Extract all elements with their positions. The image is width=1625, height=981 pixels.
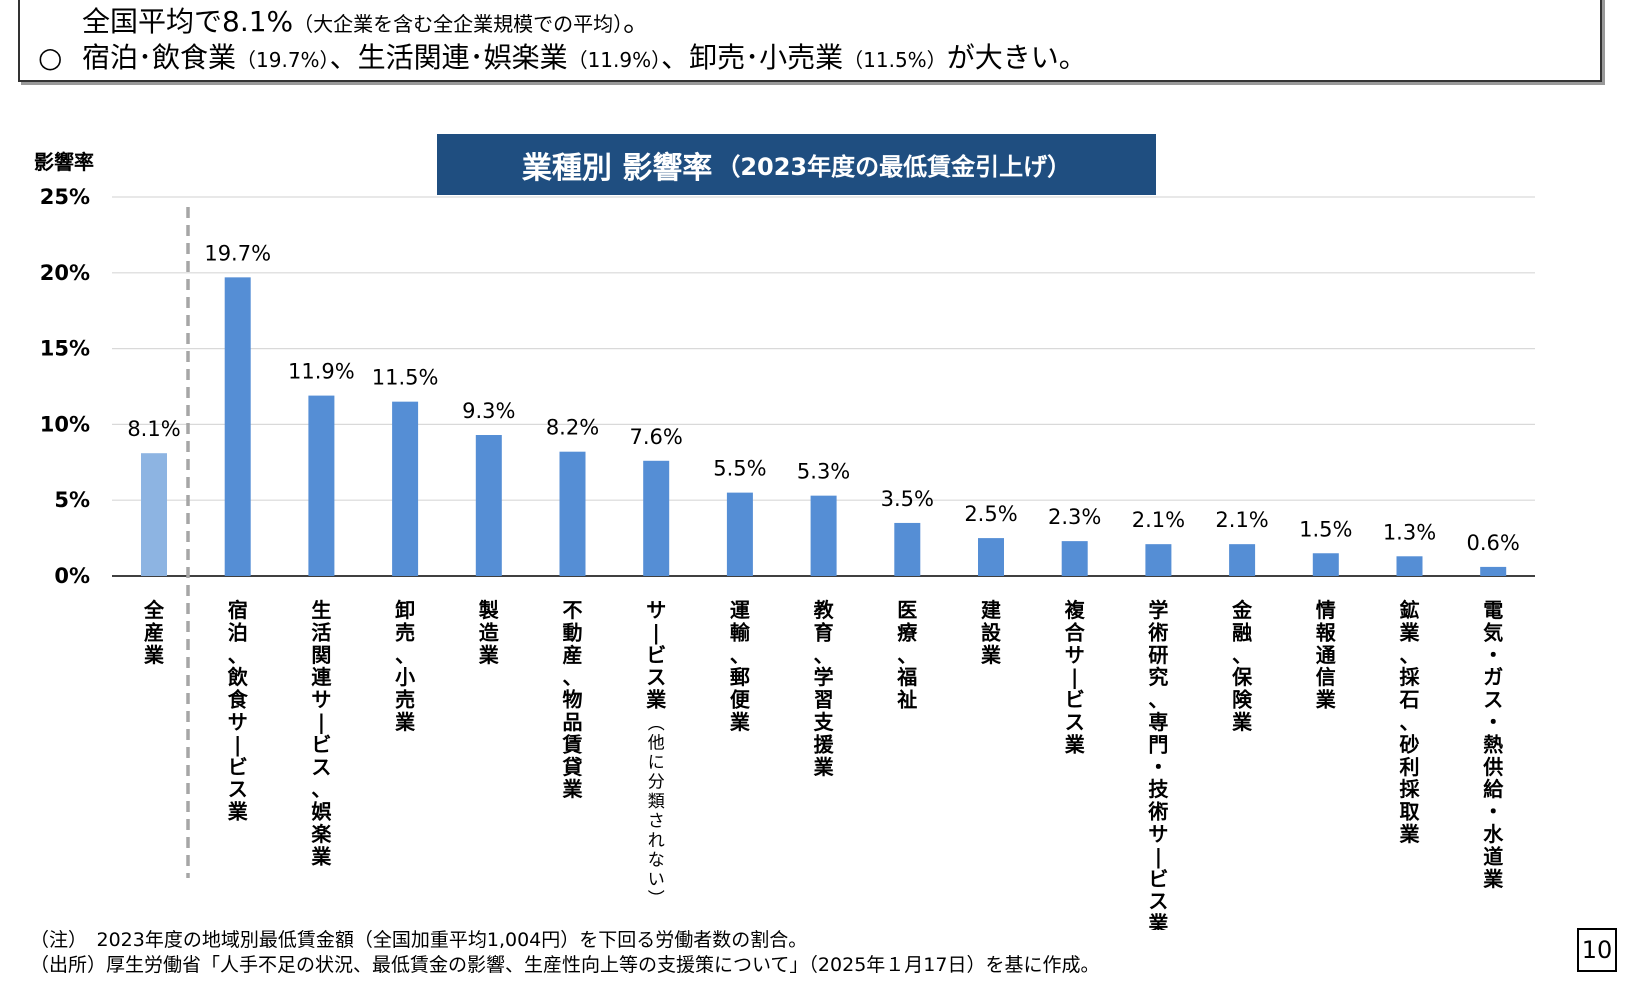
- data-label: 1.5%: [1299, 517, 1352, 541]
- bar: [810, 495, 837, 576]
- x-tick-label: 製造業: [479, 598, 500, 667]
- bar: [224, 277, 251, 576]
- summary-line-2: ○ 宿泊･飲食業（19.7%）、生活関連･娯楽業（11.9%）、卸売･小売業（11…: [38, 36, 1087, 76]
- data-label: 3.5%: [881, 487, 934, 511]
- x-tick-label: 宿泊、飲食サ|ビス業: [227, 598, 249, 824]
- bar: [1480, 566, 1507, 576]
- summary-box: 全国平均で8.1%（大企業を含む全企業規模での平均）。 ○ 宿泊･飲食業（19.7…: [18, 0, 1602, 82]
- data-label: 11.9%: [288, 360, 355, 384]
- chart-subtitle: （2023年度の最低賃金引上げ）: [716, 153, 1072, 181]
- source-line: （出所）厚生労働省「人手不足の状況、最低賃金の影響、生産性向上等の支援策について…: [30, 954, 1100, 976]
- summary-national-average: 全国平均で8.1%: [82, 5, 294, 38]
- summary-item-b-value: （11.9%）: [567, 48, 662, 72]
- data-label: 2.1%: [1215, 508, 1268, 532]
- bullet-circle-icon: ○: [38, 41, 63, 74]
- bar: [978, 538, 1004, 576]
- y-axis-label: 影響率: [34, 150, 94, 174]
- data-label: 8.2%: [546, 416, 599, 440]
- x-tick-label: 学術研究、専門・技術サ|ビス業: [1147, 598, 1169, 930]
- bar: [141, 453, 167, 576]
- y-tick-label: 20%: [40, 261, 90, 285]
- x-tick-label: 不動産、物品賃貸業: [562, 598, 584, 801]
- summary-average-note: （大企業を含む全企業規模での平均）: [293, 12, 624, 36]
- note-line: （注） 2023年度の地域別最低賃金額（全国加重平均1,004円）を下回る労働者…: [30, 929, 808, 951]
- x-tick-label: 教育、学習支援業: [814, 598, 835, 779]
- data-label: 2.5%: [964, 502, 1017, 526]
- x-tick-label: 鉱業、採石、砂利採取業: [1399, 598, 1421, 846]
- bar: [1145, 544, 1172, 576]
- chart-title: 業種別 影響率 （2023年度の最低賃金引上げ）: [437, 134, 1156, 195]
- bar: [1312, 553, 1339, 576]
- y-tick-label: 25%: [40, 185, 90, 209]
- bar-chart: 0% 5% 10% 15% 20% 25% 8.1% 全産業 19.7% 宿泊、飲食サ|ビス業 11…: [40, 185, 1535, 930]
- y-tick-label: 10%: [40, 412, 90, 436]
- bar: [1396, 556, 1423, 576]
- bar: [308, 395, 335, 576]
- y-tick-label: 15%: [40, 337, 90, 361]
- summary-item-b: 、生活関連･娯楽業: [329, 41, 568, 74]
- x-tick-label: 運輸、郵便業: [730, 598, 751, 734]
- bar: [475, 435, 502, 576]
- x-tick-label: 医療、福祉: [896, 598, 917, 712]
- x-tick-label: サ|ビス業︵他に分類されない︶: [646, 598, 667, 910]
- x-tick-label: 建設業: [981, 598, 1002, 667]
- data-label: 2.1%: [1132, 508, 1185, 532]
- data-label: 11.5%: [372, 366, 439, 390]
- data-label: 9.3%: [462, 399, 515, 423]
- summary-item-a: 宿泊･飲食業: [82, 41, 237, 74]
- bar: [392, 401, 419, 576]
- page-number: 10: [1577, 928, 1617, 972]
- summary-item-a-value: （19.7%）: [236, 48, 330, 72]
- data-label: 1.3%: [1383, 520, 1436, 544]
- x-tick-label: 電気・ガス・熱供給・水道業: [1482, 598, 1504, 891]
- summary-item-c: 、卸売･小売業: [661, 41, 844, 74]
- summary-line1-end: 。: [623, 5, 652, 38]
- x-tick-label: 全産業: [143, 598, 165, 667]
- data-label: 7.6%: [630, 425, 683, 449]
- x-tick-label: 情報通信業: [1316, 598, 1337, 712]
- bar: [643, 460, 670, 576]
- y-tick-label: 5%: [54, 488, 90, 512]
- chart-title-main: 業種別 影響率: [521, 150, 713, 186]
- data-label: 2.3%: [1048, 505, 1101, 529]
- bar: [1061, 541, 1088, 576]
- summary-item-c-value: （11.5%）: [843, 48, 947, 72]
- y-tick-label: 0%: [54, 564, 90, 588]
- data-label: 0.6%: [1467, 531, 1520, 555]
- x-tick-label: 生活関連サ|ビス、娯楽業: [311, 598, 332, 868]
- data-label: 5.5%: [713, 457, 766, 481]
- data-label: 5.3%: [797, 460, 850, 484]
- bar: [894, 522, 921, 576]
- data-label: 19.7%: [204, 241, 271, 265]
- x-tick-label: 金融、保険業: [1231, 598, 1253, 734]
- bar: [559, 451, 586, 576]
- bar: [726, 492, 753, 576]
- summary-line-1: 全国平均で8.1%（大企業を含む全企業規模での平均）。: [82, 0, 651, 40]
- x-tick-label: 卸売、小売業: [395, 598, 416, 734]
- summary-line2-end: が大きい。: [946, 41, 1087, 74]
- data-label: 8.1%: [127, 417, 180, 441]
- bar: [1229, 544, 1256, 576]
- x-tick-label: 複合サ|ビス業: [1065, 598, 1086, 756]
